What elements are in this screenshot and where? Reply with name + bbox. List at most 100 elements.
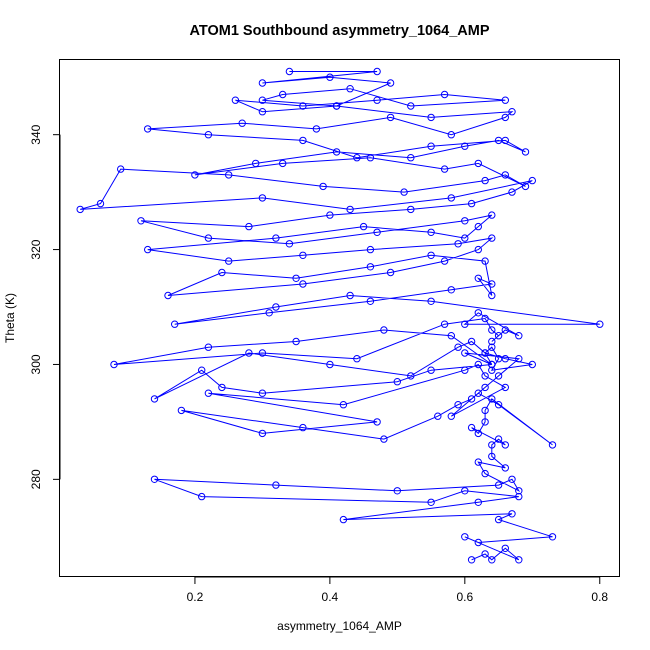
data-point: [461, 349, 469, 357]
data-point: [447, 412, 455, 420]
data-point: [481, 406, 489, 415]
data-point: [474, 159, 482, 168]
data-point: [488, 366, 496, 374]
data-point: [407, 205, 415, 214]
data-point: [501, 113, 509, 122]
data-point: [447, 194, 455, 202]
data-point: [96, 199, 105, 208]
data-point: [265, 309, 273, 317]
chart-title: ATOM1 Southbound asymmetry_1064_AMP: [189, 23, 489, 39]
data-point: [285, 67, 294, 76]
data-point: [488, 360, 496, 369]
data-point: [279, 90, 287, 99]
data-point: [373, 418, 381, 426]
data-point: [501, 326, 509, 334]
data-point: [225, 171, 233, 179]
data-point: [198, 366, 206, 374]
data-point: [326, 360, 334, 369]
data-point: [258, 96, 267, 104]
data-point: [353, 355, 361, 363]
data-point: [218, 383, 226, 392]
data-point: [488, 211, 496, 219]
data-point: [481, 550, 489, 558]
series-group: [76, 67, 604, 564]
data-point: [386, 79, 395, 87]
data-point: [494, 332, 503, 340]
data-point: [258, 349, 267, 357]
data-point: [461, 487, 469, 495]
data-point: [548, 441, 557, 449]
data-point: [150, 395, 159, 403]
data-point: [252, 159, 260, 168]
data-point: [454, 401, 462, 409]
data-point: [299, 251, 307, 260]
y-axis-label: Theta (K): [3, 293, 17, 343]
data-point: [508, 475, 516, 483]
data-point: [366, 263, 375, 271]
data-point: [467, 337, 476, 346]
data-point: [515, 492, 523, 501]
data-point: [434, 412, 442, 420]
data-point: [407, 102, 415, 110]
data-point: [400, 188, 408, 196]
data-point: [299, 102, 307, 110]
data-point: [346, 291, 354, 300]
data-point: [508, 108, 516, 116]
data-point: [171, 320, 179, 328]
data-point: [144, 245, 152, 254]
data-point: [481, 349, 489, 357]
data-point: [474, 309, 482, 317]
data-point: [117, 165, 125, 173]
data-point: [339, 401, 348, 409]
data-point: [454, 240, 462, 248]
data-point: [386, 268, 395, 277]
data-point: [515, 355, 523, 363]
data-point: [447, 131, 455, 139]
data-point: [494, 372, 503, 380]
data-point: [501, 383, 509, 392]
data-point: [346, 205, 354, 214]
data-point: [373, 67, 381, 76]
data-point: [198, 492, 206, 501]
data-point: [299, 280, 307, 288]
data-point: [461, 366, 469, 374]
data-point: [501, 96, 509, 104]
data-point: [150, 475, 159, 483]
data-point: [488, 395, 496, 403]
data-point: [515, 556, 523, 564]
data-point: [515, 332, 523, 340]
data-point: [440, 320, 449, 328]
plot-frame: [59, 59, 620, 577]
data-point: [299, 423, 307, 432]
series-line: [80, 71, 600, 561]
data-point: [521, 182, 530, 191]
x-axis: 0.2 0.4 0.6 0.8: [187, 576, 608, 604]
data-point: [427, 251, 435, 260]
data-point: [245, 349, 253, 357]
data-point: [494, 355, 503, 363]
data-point: [339, 515, 348, 524]
data-point: [332, 148, 341, 156]
data-point: [373, 228, 381, 237]
data-point: [474, 538, 482, 547]
data-point: [393, 378, 401, 386]
data-point: [488, 291, 496, 300]
data-point: [488, 556, 496, 564]
data-point: [279, 159, 287, 168]
data-point: [474, 222, 482, 231]
data-point: [548, 533, 557, 541]
data-point: [481, 383, 489, 392]
data-point: [272, 481, 280, 489]
data-point: [481, 176, 489, 185]
data-point: [427, 142, 435, 150]
data-point: [474, 245, 482, 254]
data-point: [454, 343, 462, 351]
data-point: [218, 268, 226, 277]
data-point: [353, 154, 361, 162]
data-point: [461, 234, 469, 242]
data-point: [474, 360, 482, 369]
data-point: [137, 217, 145, 225]
data-point: [488, 280, 496, 288]
data-point: [474, 429, 482, 438]
